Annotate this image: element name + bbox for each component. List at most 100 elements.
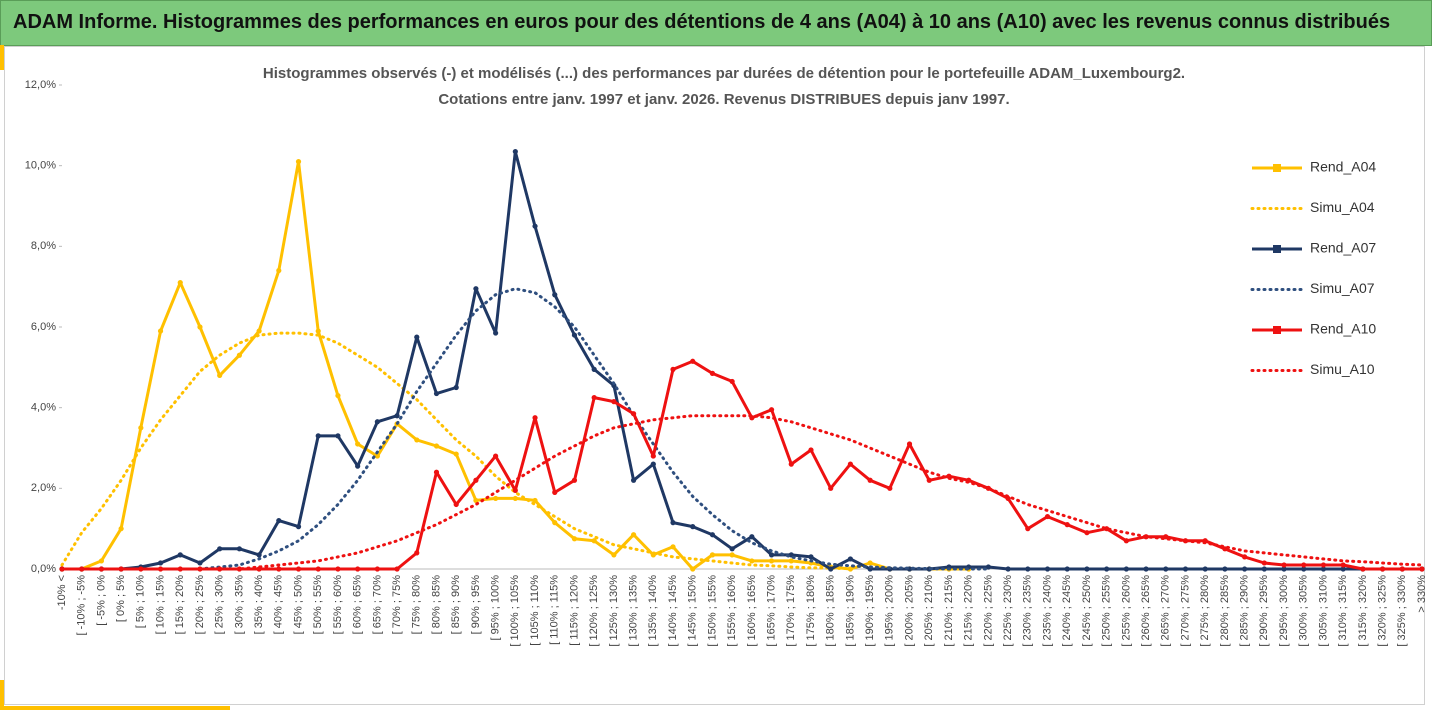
- accent: [0, 45, 4, 70]
- point: [1104, 566, 1110, 572]
- point: [847, 566, 854, 572]
- x-tick-label: [ 125% ; 130%: [608, 575, 620, 647]
- x-tick-label: [ 225% ; 230%: [1002, 575, 1014, 647]
- point: [788, 461, 794, 467]
- series-line: [60, 414, 1424, 571]
- point: [768, 552, 775, 558]
- point: [670, 366, 676, 372]
- x-tick-label: [ 275% ; 280%: [1199, 575, 1211, 647]
- legend-marker: [1273, 326, 1281, 334]
- x-tick-label: [ 40% ; 45%: [273, 575, 285, 635]
- point: [256, 328, 262, 334]
- point: [256, 552, 262, 558]
- x-tick-label: [ 80% ; 85%: [430, 575, 442, 635]
- x-tick-label: [ 295% ; 300%: [1278, 575, 1290, 647]
- point: [118, 526, 124, 532]
- x-tick-label: [ 130% ; 135%: [628, 575, 640, 647]
- point: [709, 552, 716, 558]
- legend-label: Simu_A07: [1310, 280, 1375, 296]
- x-tick-label: [ 190% ; 195%: [864, 575, 876, 647]
- point: [571, 536, 578, 542]
- point: [1044, 513, 1051, 520]
- x-tick-label: [ 235% ; 240%: [1041, 575, 1053, 647]
- legend-label: Rend_A04: [1310, 159, 1376, 175]
- point: [1261, 566, 1267, 572]
- y-tick-label: 2,0%: [31, 482, 56, 494]
- point: [1123, 566, 1129, 572]
- point: [1064, 566, 1070, 572]
- chart-title: Histogrammes observés (-) et modélisés (…: [263, 65, 1185, 82]
- point: [197, 560, 203, 566]
- point: [1182, 566, 1189, 572]
- point: [512, 148, 518, 155]
- x-tick-label: [ 145% ; 150%: [687, 575, 699, 647]
- point: [1044, 566, 1051, 572]
- point: [394, 413, 400, 419]
- point: [394, 566, 400, 572]
- point: [453, 451, 459, 457]
- point: [217, 372, 223, 378]
- series-line: [60, 331, 852, 571]
- legend-label: Simu_A04: [1310, 199, 1375, 215]
- x-tick-label: [ 200% ; 205%: [903, 575, 915, 647]
- x-tick-label: [ 195% ; 200%: [884, 575, 896, 647]
- x-tick-label: [ 300% ; 305%: [1298, 575, 1310, 647]
- point: [1340, 566, 1346, 572]
- legend-label: Rend_A07: [1310, 240, 1376, 256]
- point: [335, 433, 341, 439]
- point: [690, 566, 696, 572]
- point: [650, 461, 656, 467]
- point: [1084, 530, 1090, 536]
- point: [197, 324, 203, 330]
- point: [571, 477, 578, 483]
- point: [453, 501, 459, 508]
- point: [1301, 562, 1307, 568]
- point: [1360, 566, 1366, 572]
- point: [493, 453, 499, 459]
- series-line: [62, 150, 1422, 571]
- point: [729, 378, 735, 385]
- point: [1222, 566, 1228, 572]
- point: [571, 332, 578, 338]
- point: [315, 566, 321, 572]
- x-tick-label: [ -10% ; -5%: [76, 575, 88, 636]
- x-tick-label: [ 180% ; 185%: [825, 575, 837, 647]
- x-tick-label: [ 45% ; 50%: [292, 575, 304, 635]
- x-tick-label: [ 50% ; 55%: [312, 575, 324, 635]
- point: [867, 560, 873, 566]
- point: [315, 433, 321, 439]
- x-tick-label: [ 290% ; 295%: [1258, 575, 1270, 647]
- point: [768, 407, 775, 413]
- y-tick-label: 8,0%: [31, 240, 56, 252]
- point: [887, 485, 893, 491]
- point: [1419, 566, 1425, 572]
- point: [355, 441, 361, 447]
- point: [433, 390, 440, 397]
- x-tick-label: [ 95% ; 100%: [490, 575, 502, 641]
- x-tick-label: [ 325% ; 330%: [1396, 575, 1408, 647]
- point: [1143, 566, 1149, 572]
- point: [552, 520, 558, 526]
- banner: ADAM Informe. Histogrammes des performan…: [0, 0, 1432, 46]
- x-tick-label: [ 250% ; 255%: [1101, 575, 1113, 647]
- point: [630, 532, 637, 538]
- point: [630, 477, 637, 483]
- point: [1281, 562, 1287, 568]
- point: [749, 534, 755, 540]
- x-tick-label: [ 230% ; 235%: [1022, 575, 1034, 647]
- point: [1281, 566, 1287, 572]
- x-tick-label: [ 270% ; 275%: [1179, 575, 1191, 647]
- point: [276, 267, 282, 274]
- point: [591, 366, 597, 372]
- x-tick-label: [ -5% ; 0%: [95, 575, 107, 626]
- point: [591, 538, 597, 544]
- point: [709, 370, 716, 376]
- x-tick-label: [ 30% ; 35%: [233, 575, 245, 635]
- x-tick-label: [ 265% ; 270%: [1160, 575, 1172, 647]
- x-tick-label: [ 220% ; 225%: [982, 575, 994, 647]
- point: [1379, 566, 1386, 572]
- x-tick-label: > 330%: [1416, 575, 1428, 613]
- point: [1025, 566, 1031, 572]
- point: [295, 159, 302, 165]
